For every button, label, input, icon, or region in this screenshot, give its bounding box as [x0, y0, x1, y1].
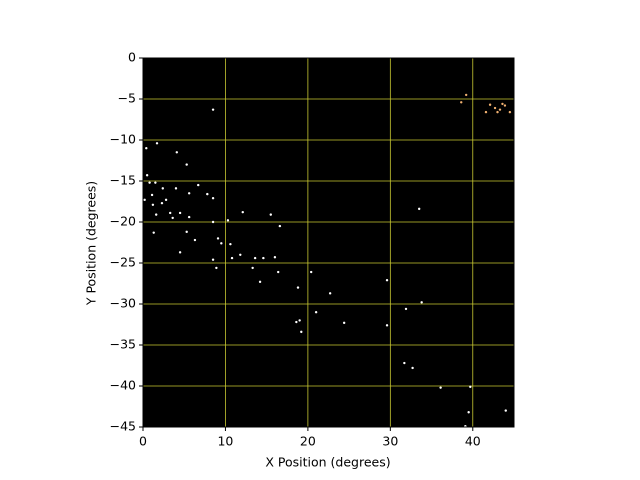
- plot-frame: [142, 57, 515, 428]
- star-point: [439, 386, 442, 389]
- star-point: [403, 361, 406, 365]
- star-point: [385, 324, 389, 327]
- star-point: [220, 242, 223, 245]
- star-point: [278, 224, 282, 228]
- star-point: [464, 93, 468, 97]
- star-point: [164, 198, 168, 202]
- star-point: [148, 181, 151, 184]
- x-tick-label: 20: [300, 434, 316, 449]
- star-point: [342, 321, 346, 325]
- star-point: [273, 256, 277, 259]
- star-point: [253, 256, 257, 260]
- star-point: [206, 192, 209, 196]
- star-point: [174, 187, 178, 190]
- y-tick-label: −20: [110, 214, 136, 229]
- star-point: [211, 108, 215, 111]
- star-point: [417, 207, 421, 211]
- star-point: [296, 286, 300, 289]
- star-point: [175, 151, 179, 154]
- star-point: [185, 230, 188, 234]
- star-point: [469, 385, 472, 389]
- star-point: [187, 192, 191, 195]
- x-tick-label: 10: [217, 434, 233, 449]
- star-point: [258, 280, 262, 284]
- star-point: [309, 270, 313, 274]
- y-tick-label: −15: [110, 173, 136, 188]
- x-tick-label: 0: [139, 434, 147, 449]
- y-tick-label: 0: [128, 50, 136, 65]
- star-point: [484, 110, 488, 114]
- star-point: [314, 311, 318, 314]
- star-point: [298, 319, 301, 322]
- x-tick-label: 40: [465, 434, 481, 449]
- y-tick-label: −25: [110, 255, 136, 270]
- star-point: [420, 301, 423, 304]
- star-point: [216, 237, 220, 240]
- star-point: [211, 220, 215, 224]
- star-point: [154, 213, 158, 216]
- star-point: [277, 270, 280, 274]
- y-tick-label: −30: [110, 296, 136, 311]
- star-point: [185, 163, 188, 166]
- star-point: [467, 411, 470, 414]
- star-point: [241, 210, 244, 214]
- star-point: [178, 251, 182, 254]
- y-tick-label: −10: [110, 132, 136, 147]
- star-point: [262, 256, 265, 260]
- star-point: [496, 110, 499, 114]
- star-point: [328, 292, 332, 295]
- star-point: [229, 242, 232, 246]
- star-point: [145, 147, 148, 150]
- y-tick-label: −45: [110, 419, 136, 434]
- y-tick-label: −35: [110, 337, 136, 352]
- star-point: [197, 183, 200, 187]
- star-point: [230, 256, 234, 260]
- star-point: [211, 258, 215, 261]
- star-point: [169, 211, 172, 215]
- star-point: [460, 101, 463, 104]
- x-tick-label: 30: [382, 434, 398, 449]
- star-point: [155, 142, 159, 145]
- star-point: [498, 108, 502, 111]
- star-point: [493, 106, 497, 110]
- star-point: [151, 203, 155, 206]
- star-point: [215, 266, 218, 270]
- star-point: [226, 219, 230, 222]
- star-point: [488, 103, 492, 106]
- plot-background: [143, 58, 514, 427]
- star-point: [239, 253, 242, 256]
- star-point: [154, 181, 157, 184]
- star-point: [160, 201, 164, 205]
- y-axis-label: Y Position (degrees): [84, 181, 99, 306]
- y-tick-label: −40: [110, 378, 136, 393]
- star-point: [178, 211, 182, 215]
- x-axis-label: X Position (degrees): [265, 455, 390, 470]
- star-point: [193, 238, 197, 242]
- star-point: [150, 193, 154, 197]
- star-point: [171, 216, 174, 220]
- star-point: [404, 307, 408, 311]
- star-point: [385, 279, 389, 282]
- star-point: [152, 231, 155, 234]
- star-point: [300, 330, 303, 334]
- star-point: [501, 102, 504, 106]
- star-point: [187, 215, 191, 219]
- star-point: [269, 213, 272, 216]
- star-point: [411, 366, 414, 370]
- star-point: [143, 198, 146, 202]
- star-point: [508, 110, 512, 114]
- star-point: [251, 266, 254, 270]
- y-tick-label: −5: [118, 91, 136, 106]
- star-point: [503, 104, 507, 107]
- star-point: [295, 320, 298, 324]
- star-point: [211, 197, 215, 200]
- star-point: [161, 187, 164, 190]
- star-point: [504, 409, 507, 412]
- star-point: [145, 174, 149, 177]
